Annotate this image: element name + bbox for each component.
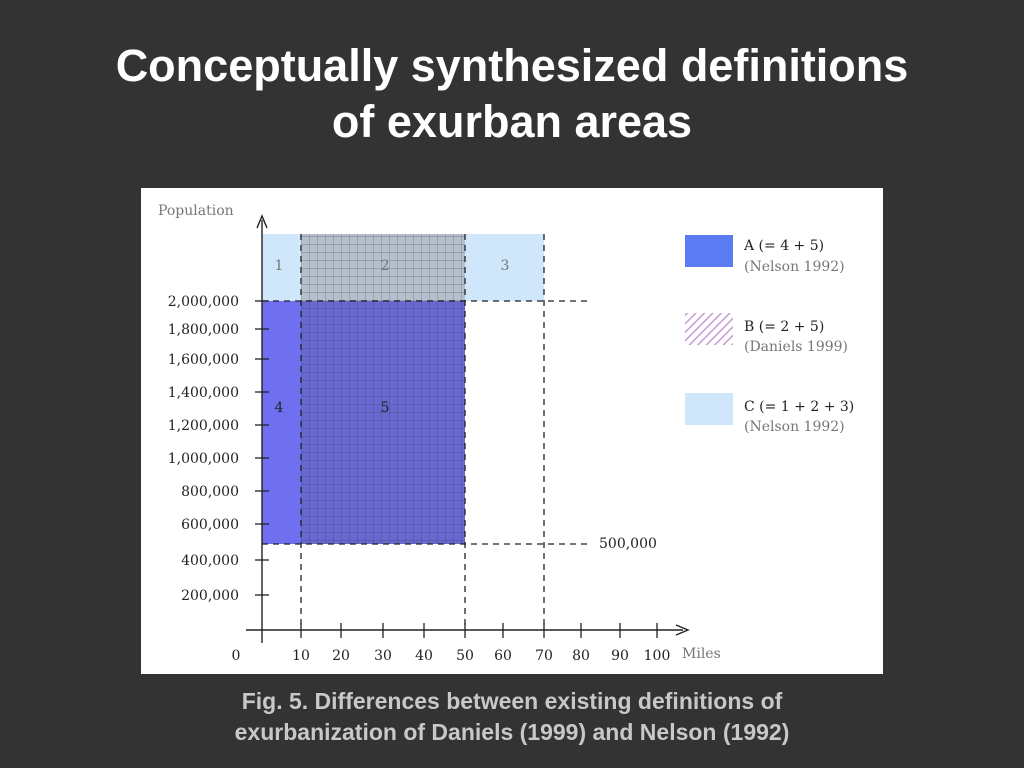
- legend-a-source: (Nelson 1992): [744, 259, 845, 275]
- x-tick-label: 20: [332, 648, 350, 664]
- region-2-grid: [301, 234, 465, 301]
- legend-b-source: (Daniels 1999): [744, 339, 848, 355]
- y-axis-arrow-icon: [256, 214, 268, 229]
- y-tick-label: 200,000: [181, 588, 239, 604]
- y-axis-label: Population: [158, 203, 234, 219]
- x-tick-label: 100: [644, 648, 671, 664]
- region-5-label: 5: [381, 400, 390, 416]
- y-tick-label: 1,800,000: [168, 322, 239, 338]
- y-tick-label: 400,000: [181, 553, 239, 569]
- slide-title-line-2: of exurban areas: [331, 96, 693, 147]
- region-4-label: 4: [275, 400, 284, 416]
- x-tick-label: 50: [456, 648, 474, 664]
- region-3-label: 3: [501, 258, 510, 274]
- x-tick-label: 90: [611, 648, 629, 664]
- x-tick-label: 80: [572, 648, 590, 664]
- caption-line-1: Fig. 5. Differences between existing def…: [241, 688, 783, 714]
- y-tick-label: 1,200,000: [168, 418, 239, 434]
- legend-c-source: (Nelson 1992): [744, 419, 845, 435]
- y-tick-label: 2,000,000: [168, 294, 239, 310]
- legend-a-label: A (= 4 + 5): [743, 238, 824, 254]
- legend-c-label: C (= 1 + 2 + 3): [744, 399, 854, 415]
- region-4: [262, 301, 301, 544]
- x-tick-label: 10: [292, 648, 310, 664]
- region-2-label: 2: [381, 258, 390, 274]
- y-tick-label: 800,000: [181, 484, 239, 500]
- x-tick-label: 60: [494, 648, 512, 664]
- x-tick-label: 30: [374, 648, 392, 664]
- region-1: [262, 234, 301, 301]
- y-tick-label: 1,000,000: [168, 451, 239, 467]
- slide-title: Conceptually synthesized definitions of …: [0, 38, 1024, 150]
- slide-title-line-1: Conceptually synthesized definitions: [115, 40, 909, 91]
- legend-swatch-a: [685, 235, 733, 267]
- legend-b-label: B (= 2 + 5): [744, 319, 824, 335]
- x-axis-arrow-icon: [675, 624, 690, 636]
- x-tick-label: 70: [535, 648, 553, 664]
- y-tick-label: 600,000: [181, 517, 239, 533]
- figure-caption: Fig. 5. Differences between existing def…: [0, 686, 1024, 748]
- figure-panel: 200,000 400,000 600,000 800,000 1,000,000 1,2…: [141, 188, 883, 674]
- y-tick-label: 1,600,000: [168, 352, 239, 368]
- x-tick-label: 0: [232, 648, 241, 664]
- exurban-definitions-diagram: 200,000 400,000 600,000 800,000 1,000,000 1,2…: [158, 203, 854, 664]
- caption-line-2: exurbanization of Daniels (1999) and Nel…: [234, 719, 790, 745]
- threshold-500k-label: 500,000: [599, 536, 657, 552]
- region-3: [465, 234, 544, 301]
- region-1-label: 1: [275, 258, 284, 274]
- region-5-grid: [301, 301, 465, 544]
- legend-swatch-b: [685, 313, 733, 345]
- legend-swatch-c: [685, 393, 733, 425]
- x-tick-label: 40: [415, 648, 433, 664]
- x-axis-label: Miles: [682, 646, 721, 662]
- y-tick-label: 1,400,000: [168, 385, 239, 401]
